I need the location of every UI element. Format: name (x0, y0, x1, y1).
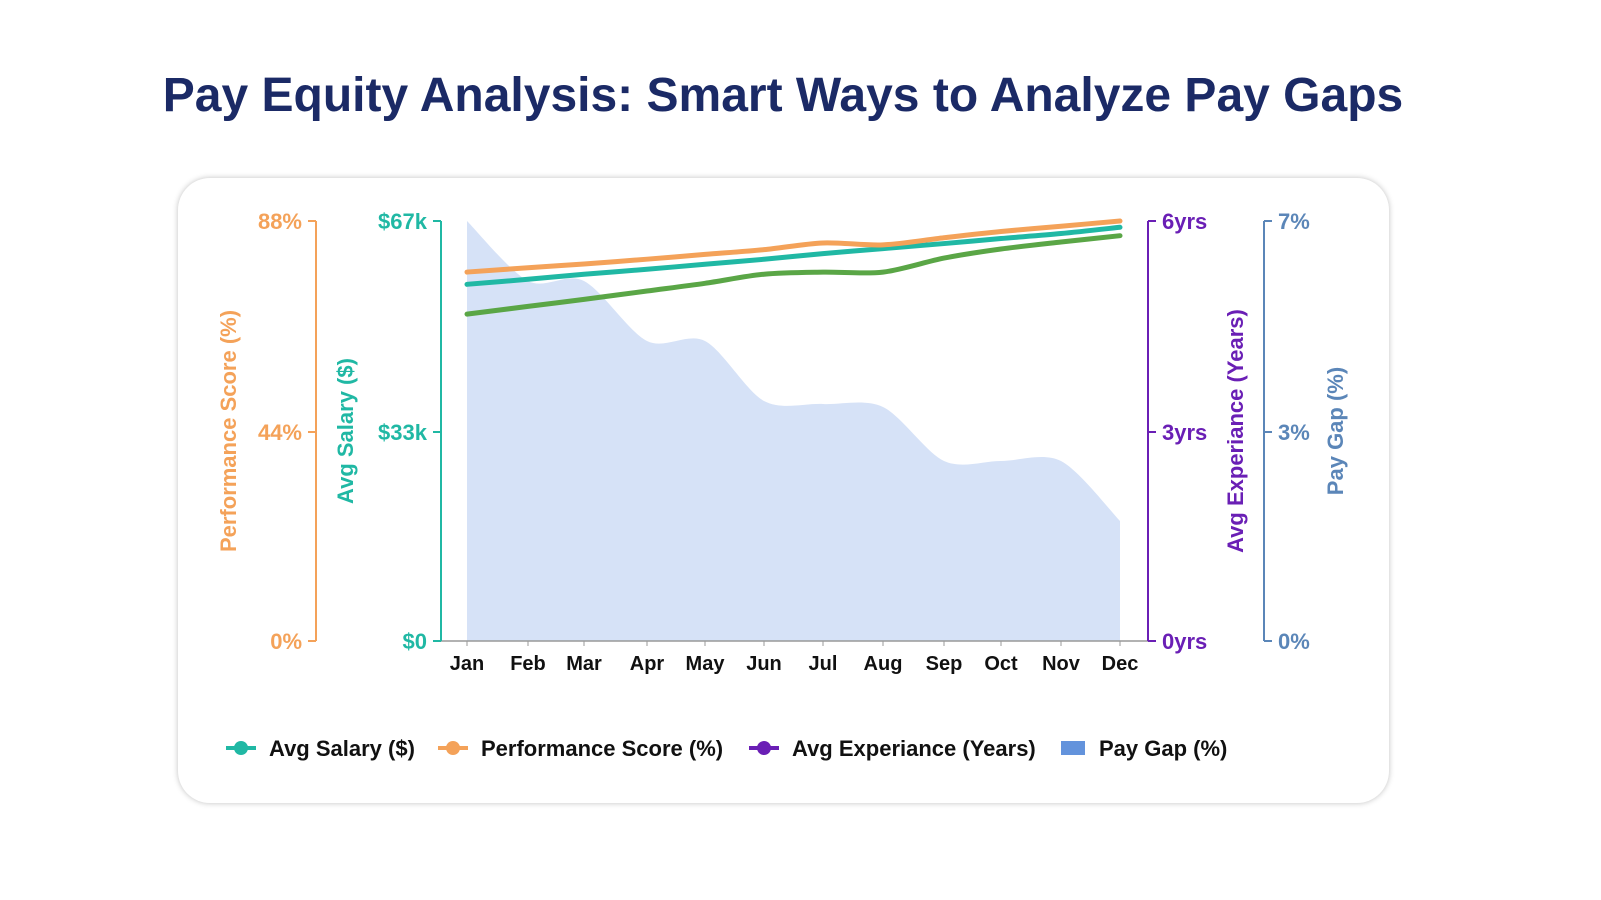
x-tick-label: Aug (864, 653, 903, 675)
performance-tick-label: 0% (270, 629, 302, 654)
legend-label: Performance Score (%) (481, 736, 723, 761)
performance-axis-title: Performance Score (%) (216, 310, 241, 552)
x-tick-label: Apr (630, 653, 665, 675)
x-tick-label: Mar (566, 653, 602, 675)
x-tick-label: Nov (1042, 653, 1081, 675)
experience-tick-label: 6yrs (1162, 209, 1207, 234)
legend-item: Performance Score (%) (438, 736, 723, 761)
salary-tick-label: $0 (403, 629, 427, 654)
performance-tick-label: 88% (258, 209, 302, 234)
paygap-tick-label: 0% (1278, 629, 1310, 654)
paygap-tick-label: 3% (1278, 420, 1310, 445)
legend-label: Avg Experiance (Years) (792, 736, 1036, 761)
pay-gap-area (467, 221, 1120, 641)
legend: Avg Salary ($) Performance Score (%) Avg E… (226, 736, 1227, 761)
legend-swatch-dot (446, 741, 460, 755)
x-tick-label: Jan (450, 653, 484, 675)
salary-tick-label: $67k (378, 209, 428, 234)
experience-tick-label: 3yrs (1162, 420, 1207, 445)
legend-swatch-dot (234, 741, 248, 755)
x-tick-label: May (686, 653, 726, 675)
legend-swatch-dot (757, 741, 771, 755)
performance-tick-label: 44% (258, 420, 302, 445)
x-tick-label: Jun (746, 653, 782, 675)
series-line-performance (464, 218, 1123, 275)
legend-item: Pay Gap (%) (1061, 736, 1227, 761)
legend-item: Avg Salary ($) (226, 736, 415, 761)
chart-title: Pay Equity Analysis: Smart Ways to Analy… (162, 69, 1404, 122)
legend-swatch-square (1061, 741, 1085, 755)
x-tick-label: Dec (1102, 653, 1139, 675)
salary-tick-label: $33k (378, 420, 428, 445)
legend-label: Avg Salary ($) (269, 736, 415, 761)
x-tick-label: Jul (809, 653, 838, 675)
legend-label: Pay Gap (%) (1099, 736, 1227, 761)
paygap-axis-title: Pay Gap (%) (1323, 367, 1348, 495)
paygap-tick-label: 7% (1278, 209, 1310, 234)
series-line-salary (464, 224, 1123, 287)
salary-axis-title: Avg Salary ($) (333, 358, 358, 504)
x-tick-label: Feb (510, 653, 546, 675)
experience-axis-title: Avg Experiance (Years) (1223, 309, 1248, 553)
series-line-experience (464, 233, 1123, 317)
experience-tick-label: 0yrs (1162, 629, 1207, 654)
legend-item: Avg Experiance (Years) (749, 736, 1036, 761)
x-tick-label: Sep (926, 653, 963, 675)
x-tick-label: Oct (984, 653, 1018, 675)
